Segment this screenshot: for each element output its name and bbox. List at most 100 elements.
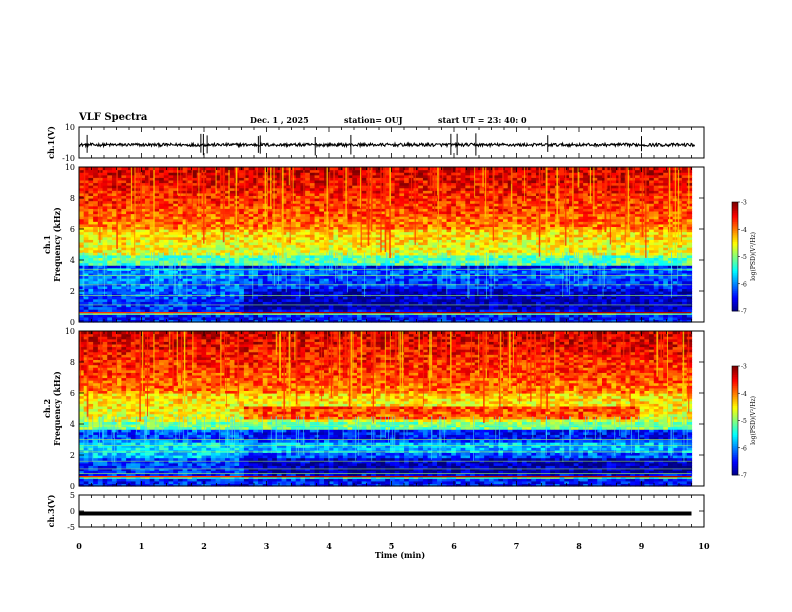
ch1-spec-cell bbox=[258, 288, 264, 292]
ch1-spec-cell bbox=[215, 234, 221, 238]
ch1-spec-cell bbox=[319, 298, 325, 302]
ch1-spec-cell bbox=[93, 167, 99, 171]
ch1-spec-cell bbox=[111, 216, 118, 220]
ch1-spec-cell bbox=[243, 236, 250, 240]
ch1-spec-cell bbox=[286, 247, 292, 251]
ch1-spec-cell bbox=[291, 314, 297, 318]
ch1-spec-cell bbox=[154, 262, 160, 266]
ch1-spec-cell bbox=[215, 249, 221, 253]
ch1-spec-cell bbox=[187, 221, 193, 225]
ch1-spec-cell bbox=[121, 226, 127, 230]
ch1-spec-cell bbox=[305, 288, 311, 292]
ch1-spec-cell bbox=[267, 314, 273, 318]
ch1-spec-cell bbox=[182, 275, 188, 279]
ch1-spec-cell bbox=[333, 203, 339, 207]
ch1-spec-cell bbox=[281, 278, 287, 282]
ch1-spec-cell bbox=[182, 234, 188, 238]
ch1-spec-cell bbox=[276, 167, 283, 171]
ch1-spec-cell bbox=[309, 288, 316, 292]
ch1-spec-cell bbox=[319, 249, 325, 253]
ch1-spec-cell bbox=[243, 239, 250, 243]
ch1-spec-cell bbox=[258, 265, 264, 269]
ch1-spec-cell bbox=[234, 270, 240, 274]
ch1-spec-cell bbox=[116, 190, 122, 194]
ch1-spec-cell bbox=[88, 198, 94, 202]
ch1-spec-cell bbox=[300, 182, 306, 186]
ch1-spec-cell bbox=[295, 179, 302, 184]
ch1-spec-cell bbox=[154, 203, 160, 207]
ch1-spec-cell bbox=[243, 306, 250, 310]
ch1-spec-cell bbox=[159, 185, 165, 189]
ch1-spec-cell bbox=[210, 210, 217, 215]
ch1-spec-cell bbox=[267, 301, 273, 305]
ch1-spec-cell bbox=[248, 239, 254, 243]
ch1-spec-cell bbox=[267, 278, 273, 282]
ch1-spec-cell bbox=[88, 247, 94, 251]
ch1-spec-cell bbox=[314, 200, 320, 204]
ch1-spec-cell bbox=[102, 213, 108, 217]
ch1-spec-cell bbox=[220, 291, 226, 295]
ch1-spec-cell bbox=[253, 174, 259, 178]
ch1-spec-cell bbox=[177, 218, 184, 222]
ch1-spec-cell bbox=[154, 278, 160, 282]
ch1-spec-cell bbox=[93, 314, 99, 318]
ch1-spec-cell bbox=[126, 241, 132, 246]
ch1-spec-cell bbox=[116, 223, 122, 228]
ch1-spec-cell bbox=[88, 298, 94, 302]
ch1-spec-cell bbox=[140, 216, 146, 220]
ch1-spec-cell bbox=[262, 226, 269, 230]
ch1-spec-cell bbox=[135, 309, 141, 313]
ch1-spec-cell bbox=[281, 239, 287, 243]
ch1-spec-cell bbox=[319, 200, 325, 204]
ch1-spec-cell bbox=[272, 247, 278, 251]
ch1-spec-cell bbox=[248, 195, 254, 199]
ch1-spec-cell bbox=[338, 190, 344, 194]
ch1-spec-cell bbox=[97, 185, 104, 189]
ch1-spec-cell bbox=[234, 221, 240, 225]
ch1-spec-cell bbox=[196, 314, 203, 318]
ch1-spec-cell bbox=[258, 272, 264, 277]
ch1-spec-cell bbox=[286, 223, 292, 228]
ch1-spec-cell bbox=[196, 185, 203, 189]
ch1-spec-cell bbox=[338, 169, 344, 173]
ch1-spec-cell bbox=[111, 200, 118, 204]
ch1-spec-cell bbox=[163, 213, 170, 217]
ch1-spec-cell bbox=[159, 213, 165, 217]
ch1-spec-cell bbox=[107, 252, 113, 256]
ch1-spec-cell bbox=[144, 316, 151, 321]
ch1-spec-cell bbox=[286, 275, 292, 279]
ch1-spec-cell bbox=[154, 249, 160, 253]
ch1-spec-cell bbox=[215, 319, 221, 323]
ch1-spec-cell bbox=[102, 236, 108, 240]
ch1-spec-cell bbox=[286, 218, 292, 222]
ch1-spec-cell bbox=[295, 203, 302, 207]
ch1-spec-cell bbox=[225, 241, 231, 246]
ch1-spec-cell bbox=[173, 316, 179, 321]
ch1-spec-cell bbox=[338, 229, 344, 233]
ch1-spec-cell bbox=[130, 293, 137, 297]
ch1-spec-cell bbox=[173, 167, 179, 171]
ch1-spec-cell bbox=[243, 187, 250, 191]
ch1-spec-cell bbox=[215, 231, 221, 235]
ch1-spec-cell bbox=[305, 167, 311, 171]
ch1-spec-cell bbox=[149, 179, 155, 184]
ch1-spec-cell bbox=[333, 229, 339, 233]
ch1-spec-cell bbox=[168, 252, 174, 256]
ch1-spec-cell bbox=[281, 244, 287, 248]
ch1-spec-cell bbox=[111, 169, 118, 173]
ch1-spec-cell bbox=[177, 298, 184, 302]
ch1-spec-cell bbox=[111, 298, 118, 302]
ch1-spec-cell bbox=[229, 252, 236, 256]
ch1-spec-cell bbox=[225, 244, 231, 248]
ch1-spec-cell bbox=[182, 239, 188, 243]
ch1-spec-cell bbox=[130, 254, 137, 259]
ch1-spec-cell bbox=[262, 275, 269, 279]
ch1-spec-cell bbox=[163, 236, 170, 240]
ch1-spec-cell bbox=[272, 216, 278, 220]
ch1-spec-cell bbox=[154, 254, 160, 259]
ch1-spec-cell bbox=[149, 257, 155, 261]
ch1-spec-cell bbox=[220, 306, 226, 310]
ch1-spec-cell bbox=[192, 221, 198, 225]
ch1-spec-cell bbox=[111, 293, 118, 297]
ch1-spec-cell bbox=[126, 285, 132, 290]
